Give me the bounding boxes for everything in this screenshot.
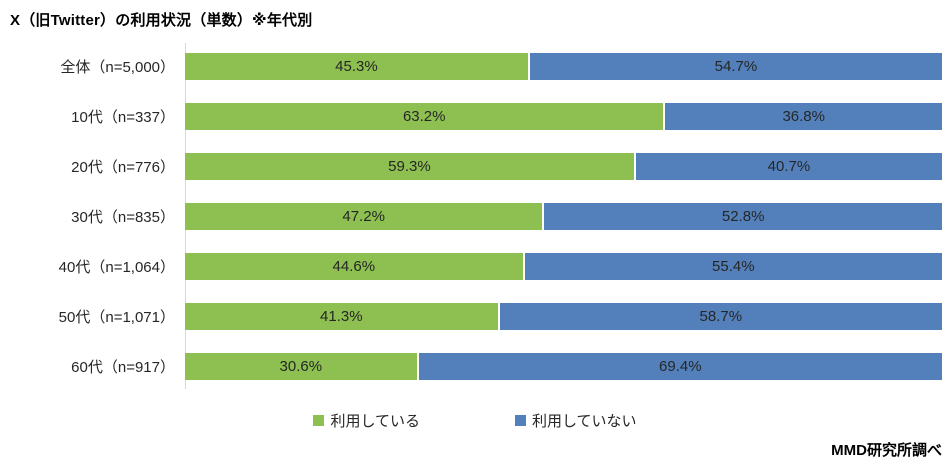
chart-title: X（旧Twitter）の利用状況（単数）※年代別 (10, 12, 313, 29)
chart-rows: 全体（n=5,000） 45.3% 54.7% 10代（n=337） 63.2%… (0, 41, 950, 391)
bar-not-using-segment: 40.7% (635, 152, 942, 180)
bar-not-using-value: 40.7% (767, 157, 811, 175)
chart-row: 50代（n=1,071） 41.3% 58.7% (0, 291, 950, 341)
bar-track: 47.2% 52.8% (185, 202, 942, 230)
bar-track: 41.3% 58.7% (185, 302, 942, 330)
bar-using-segment: 41.3% (185, 302, 498, 330)
chart-row: 10代（n=337） 63.2% 36.8% (0, 91, 950, 141)
row-label: 40代（n=1,064） (58, 258, 175, 276)
bar-using-segment: 47.2% (185, 202, 543, 230)
bar-not-using-value: 52.8% (721, 207, 765, 225)
bar-using-segment: 44.6% (185, 252, 523, 280)
bar-not-using-segment: 69.4% (418, 352, 942, 380)
bar-not-using-value: 55.4% (712, 257, 755, 275)
bar-not-using-value: 69.4% (659, 357, 702, 375)
chart-row: 20代（n=776） 59.3% 40.7% (0, 141, 950, 191)
row-label: 10代（n=337） (71, 108, 175, 126)
bar-using-value: 44.6% (332, 257, 376, 275)
row-label: 全体（n=5,000） (60, 58, 175, 76)
legend-label-using: 利用している (330, 413, 420, 430)
bar-not-using-value: 58.7% (699, 307, 743, 325)
bar-using-value: 45.3% (335, 57, 378, 75)
bar-track: 44.6% 55.4% (185, 252, 942, 280)
chart-row: 60代（n=917） 30.6% 69.4% (0, 341, 950, 391)
bar-not-using-segment: 36.8% (665, 102, 942, 130)
bar-not-using-segment: 54.7% (529, 52, 942, 80)
bar-track: 63.2% 36.8% (185, 102, 942, 130)
legend-label-not-using: 利用していない (532, 413, 637, 430)
row-label: 50代（n=1,071） (58, 308, 175, 326)
bar-using-value: 47.2% (342, 207, 385, 225)
row-label: 60代（n=917） (71, 358, 175, 376)
bar-track: 30.6% 69.4% (185, 352, 942, 380)
legend-swatch-not-using-icon (515, 415, 526, 426)
bar-using-value: 41.3% (320, 307, 363, 325)
legend-swatch-using-icon (313, 415, 325, 426)
bar-using-value: 63.2% (402, 107, 446, 125)
bar-not-using-value: 36.8% (782, 107, 825, 125)
legend-item-using: 利用している (313, 410, 420, 431)
row-label: 30代（n=835） (71, 208, 175, 226)
bar-track: 59.3% 40.7% (185, 152, 942, 180)
bar-using-value: 59.3% (388, 157, 431, 175)
bar-using-segment: 45.3% (185, 52, 528, 80)
legend: 利用している 利用していない (0, 410, 950, 431)
chart-row: 全体（n=5,000） 45.3% 54.7% (0, 41, 950, 91)
row-label: 20代（n=776） (71, 158, 175, 176)
bar-track: 45.3% 54.7% (185, 52, 942, 80)
bar-using-segment: 59.3% (185, 152, 634, 180)
source-credit: MMD研究所調べ (831, 442, 942, 459)
bar-using-segment: 63.2% (185, 102, 664, 130)
bar-not-using-segment: 58.7% (499, 302, 942, 330)
bar-not-using-segment: 55.4% (524, 252, 942, 280)
chart-row: 30代（n=835） 47.2% 52.8% (0, 191, 950, 241)
bar-not-using-segment: 52.8% (544, 202, 942, 230)
chart-row: 40代（n=1,064） 44.6% 55.4% (0, 241, 950, 291)
bar-using-value: 30.6% (279, 357, 323, 375)
bar-not-using-value: 54.7% (714, 57, 758, 75)
bar-using-segment: 30.6% (185, 352, 417, 380)
legend-item-not-using: 利用していない (515, 410, 637, 431)
